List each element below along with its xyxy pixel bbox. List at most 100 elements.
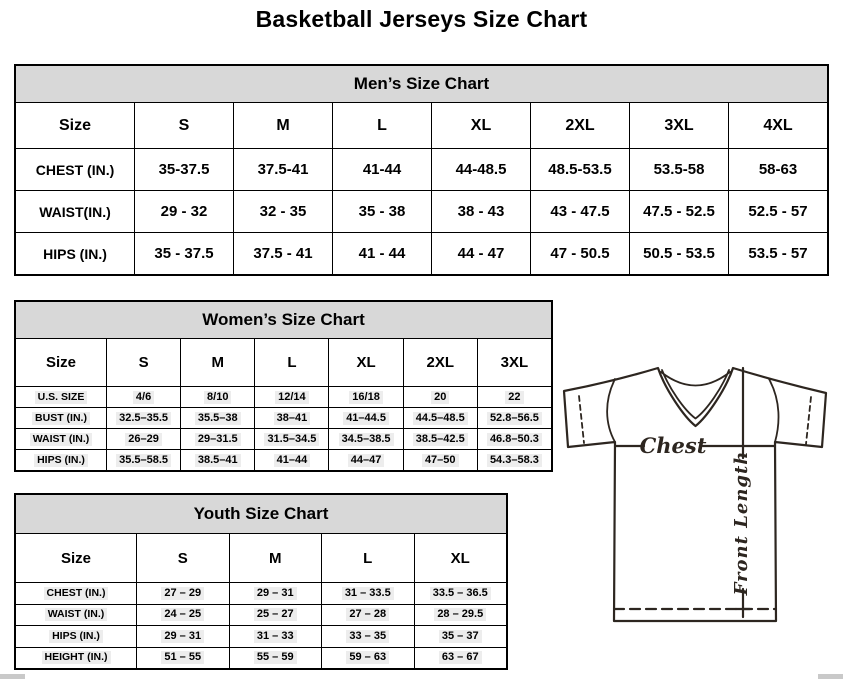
row-label: HEIGHT (IN.) xyxy=(16,646,136,669)
value-cell: 34.5–38.5 xyxy=(328,428,403,449)
cell-text: 31 – 33 xyxy=(253,629,297,643)
cell-text: 20 xyxy=(431,390,450,404)
value-cell: 35 - 37.5 xyxy=(134,232,233,274)
cell-text: 38.5–41 xyxy=(194,453,241,467)
table-row: HIPS (IN.) 35 - 37.5 37.5 - 41 41 - 44 44 - … xyxy=(16,232,827,274)
cell-text: 41–44 xyxy=(273,453,311,467)
cell-text: 50.5 - 53.5 xyxy=(643,245,715,262)
size-row-label: Size xyxy=(45,354,76,371)
cell-text: 26–29 xyxy=(125,432,162,446)
cell-text: 37.5-41 xyxy=(257,161,309,178)
size-row-label: Size xyxy=(58,116,91,134)
cell-text: 35-37.5 xyxy=(158,161,210,178)
value-cell: 29–31.5 xyxy=(180,428,255,449)
value-cell: 41-44 xyxy=(332,148,431,190)
column-header: XL xyxy=(328,339,402,386)
cell-text: 51 – 55 xyxy=(161,651,205,665)
cell-text: 47–50 xyxy=(421,453,459,467)
table-row: CHEST (IN.) 27 – 29 29 – 31 31 – 33.5 33.5 –… xyxy=(16,582,506,604)
value-cell: 53.5-58 xyxy=(629,148,728,190)
cell-text: 44 - 47 xyxy=(457,245,505,262)
value-cell: 44.5–48.5 xyxy=(402,407,477,428)
row-label: WAIST(IN.) xyxy=(16,190,134,232)
cell-text: 8/10 xyxy=(204,390,232,404)
value-cell: 26–29 xyxy=(106,428,181,449)
cell-text: CHEST (IN.) xyxy=(35,161,115,178)
youth-size-chart-table: Youth Size Chart Size S M L XL CHEST (IN.) 27… xyxy=(14,493,508,670)
value-cell: 47 - 50.5 xyxy=(530,232,629,274)
value-cell: 35-37.5 xyxy=(134,148,233,190)
column-header: 3XL xyxy=(629,103,728,148)
cell-text: 38.5–42.5 xyxy=(412,432,468,446)
column-header: 4XL xyxy=(728,103,827,148)
value-cell: 31 – 33.5 xyxy=(321,582,414,604)
page-title: Basketball Jerseys Size Chart xyxy=(255,6,588,32)
scrollbar-left-button[interactable] xyxy=(0,674,25,679)
cell-text: 33.5 – 36.5 xyxy=(429,586,491,600)
horizontal-scrollbar[interactable] xyxy=(0,673,843,679)
value-cell: 44–47 xyxy=(328,449,403,470)
cell-text: 41–44.5 xyxy=(343,411,389,425)
value-cell: 52.8–56.5 xyxy=(476,407,551,428)
cell-text: 28 – 29.5 xyxy=(434,608,487,622)
column-header: L xyxy=(332,103,431,148)
cell-text: 53.5 - 57 xyxy=(748,245,808,262)
value-cell: 41 - 44 xyxy=(332,232,431,274)
value-cell: 28 – 29.5 xyxy=(413,603,506,625)
table-row: BUST (IN.) 32.5–35.5 35.5–38 38–41 41–44.5 44… xyxy=(16,407,551,428)
front-length-label: Front Length xyxy=(731,451,752,597)
cell-text: WAIST(IN.) xyxy=(39,203,111,220)
cell-text: WAIST (IN.) xyxy=(44,608,108,622)
chest-label: Chest xyxy=(640,433,707,458)
cell-text: 37.5 - 41 xyxy=(253,245,313,262)
scrollbar-right-button[interactable] xyxy=(818,674,843,679)
column-header: M xyxy=(228,534,322,582)
cell-text: 44-48.5 xyxy=(455,161,507,178)
value-cell: 24 – 25 xyxy=(136,603,229,625)
row-label: WAIST (IN.) xyxy=(16,603,136,626)
cell-text: 38 - 43 xyxy=(457,203,505,220)
cell-text: 22 xyxy=(505,390,524,404)
table-row: HIPS (IN.) 35.5–58.5 38.5–41 41–44 44–47 47–5… xyxy=(16,449,551,470)
value-cell: 44 - 47 xyxy=(431,232,530,274)
mens-table-title: Men’s Size Chart xyxy=(16,66,827,103)
column-header: 3XL xyxy=(476,339,551,386)
table-row: WAIST (IN.) 26–29 29–31.5 31.5–34.5 34.5–38.… xyxy=(16,428,551,449)
cell-text: 48.5-53.5 xyxy=(548,161,612,178)
sleeve-cuff-dashes xyxy=(578,395,812,445)
cell-text: 41 - 44 xyxy=(358,245,406,262)
value-cell: 27 – 28 xyxy=(321,603,414,625)
cell-text: WAIST (IN.) xyxy=(29,432,93,446)
cell-text: 35 - 38 xyxy=(358,203,406,220)
cell-text: 44–47 xyxy=(347,453,385,467)
cell-text: 54.3–58.3 xyxy=(486,453,542,467)
value-cell: 4/6 xyxy=(106,386,181,407)
column-header: L xyxy=(321,534,414,582)
cell-text: 35.5–38 xyxy=(194,411,241,425)
row-label: U.S. SIZE xyxy=(16,386,106,407)
value-cell: 38.5–42.5 xyxy=(402,428,477,449)
cell-text: 44.5–48.5 xyxy=(412,411,468,425)
youth-size-header-row: Size S M L XL xyxy=(16,534,506,582)
cell-text: 31.5–34.5 xyxy=(264,432,320,446)
value-cell: 35 – 37 xyxy=(413,625,506,647)
table-row: HIPS (IN.) 29 – 31 31 – 33 33 – 35 35 – 37 xyxy=(16,625,506,647)
value-cell: 37.5-41 xyxy=(233,148,332,190)
cell-text: 52.8–56.5 xyxy=(486,411,542,425)
value-cell: 29 - 32 xyxy=(134,190,233,232)
column-header: M xyxy=(233,103,332,148)
value-cell: 12/14 xyxy=(254,386,329,407)
cell-text: HIPS (IN.) xyxy=(34,453,88,467)
row-label: CHEST (IN.) xyxy=(16,582,136,604)
womens-size-chart-table: Women’s Size Chart Size S M L XL 2XL 3XL U.S. … xyxy=(14,300,553,472)
value-cell: 37.5 - 41 xyxy=(233,232,332,274)
table-row: HEIGHT (IN.) 51 – 55 55 – 59 59 – 63 63 – 67 xyxy=(16,646,506,669)
cell-text: 38–41 xyxy=(273,411,311,425)
value-cell: 33 – 35 xyxy=(321,625,414,647)
cell-text: 29 - 32 xyxy=(160,203,208,220)
value-cell: 29 – 31 xyxy=(136,625,229,647)
cell-text: 41-44 xyxy=(362,161,402,178)
cell-text: HEIGHT (IN.) xyxy=(41,651,111,665)
womens-table-title: Women’s Size Chart xyxy=(16,302,551,339)
